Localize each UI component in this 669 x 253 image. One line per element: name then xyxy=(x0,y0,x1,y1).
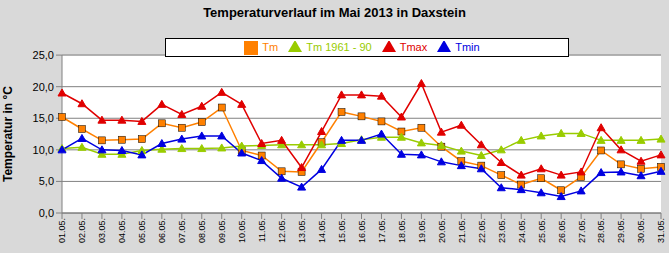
svg-text:03.05.: 03.05. xyxy=(97,218,107,243)
html-text:Tmin: Tmin xyxy=(455,41,480,53)
svg-text:04.05.: 04.05. xyxy=(117,218,127,243)
html-text:Tm: Tm xyxy=(262,41,279,53)
svg-text:22.05.: 22.05. xyxy=(477,218,487,243)
svg-text:02.05.: 02.05. xyxy=(77,218,87,243)
svg-text:23.05.: 23.05. xyxy=(497,218,507,243)
html-text:Tm 1961 - 90: Tm 1961 - 90 xyxy=(306,41,372,53)
svg-text:07.05.: 07.05. xyxy=(177,218,187,243)
svg-text:0,0: 0,0 xyxy=(39,207,54,219)
svg-text:16.05.: 16.05. xyxy=(357,218,367,243)
svg-text:12.05.: 12.05. xyxy=(277,218,287,243)
svg-text:21.05.: 21.05. xyxy=(457,218,467,243)
svg-text:31.05.: 31.05. xyxy=(656,218,661,243)
svg-text:08.05.: 08.05. xyxy=(197,218,207,243)
svg-text:17.05.: 17.05. xyxy=(377,218,387,243)
svg-text:10,0: 10,0 xyxy=(33,144,54,156)
svg-text:09.05.: 09.05. xyxy=(217,218,227,243)
svg-text:25,0: 25,0 xyxy=(33,49,54,61)
svg-text:Temperatur in °C: Temperatur in °C xyxy=(8,86,15,182)
svg-text:15,0: 15,0 xyxy=(33,112,54,124)
svg-text:29.05.: 29.05. xyxy=(616,218,626,243)
svg-text:19.05.: 19.05. xyxy=(417,218,427,243)
svg-text:26.05.: 26.05. xyxy=(557,218,567,243)
svg-text:05.05.: 05.05. xyxy=(137,218,147,243)
svg-text:18.05.: 18.05. xyxy=(397,218,407,243)
svg-text:30.05.: 30.05. xyxy=(636,218,646,243)
svg-text:27.05.: 27.05. xyxy=(577,218,587,243)
svg-text:14.05.: 14.05. xyxy=(317,218,327,243)
svg-text:15.05.: 15.05. xyxy=(337,218,347,243)
svg-text:06.05.: 06.05. xyxy=(157,218,167,243)
svg-text:24.05.: 24.05. xyxy=(517,218,527,243)
svg-text:25.05.: 25.05. xyxy=(537,218,547,243)
svg-text:01.05.: 01.05. xyxy=(57,218,67,243)
html-text:Temperaturverlauf im Mai 2013: Temperaturverlauf im Mai 2013 in Daxstei… xyxy=(203,5,466,20)
svg-text:5,0: 5,0 xyxy=(39,175,54,187)
svg-text:20,0: 20,0 xyxy=(33,81,54,93)
svg-text:20.05.: 20.05. xyxy=(437,218,447,243)
html-text:Tmax: Tmax xyxy=(399,41,428,53)
svg-text:10.05.: 10.05. xyxy=(237,218,247,243)
svg-text:11.05.: 11.05. xyxy=(257,218,267,242)
svg-text:28.05.: 28.05. xyxy=(596,218,606,243)
svg-text:13.05.: 13.05. xyxy=(297,218,307,243)
